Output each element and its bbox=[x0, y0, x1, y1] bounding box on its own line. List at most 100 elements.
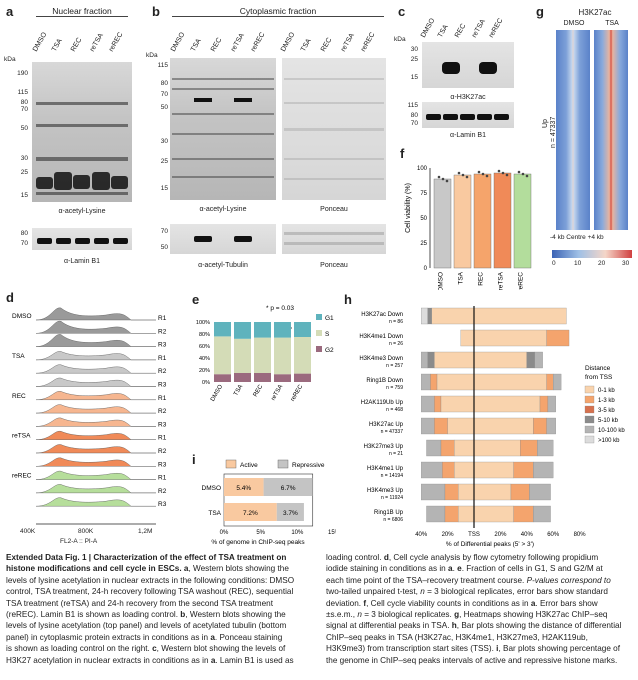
panel-g-letter: g bbox=[536, 4, 544, 19]
caption-right: loading control. d, Cell cycle analysis … bbox=[326, 553, 622, 665]
replicate-label: R1 bbox=[158, 355, 167, 362]
panel-g-xaxis: -4 kb Centre +4 kb bbox=[550, 234, 604, 241]
bar-segment bbox=[426, 505, 446, 523]
panel-h-xlabel: % of Differential peaks (5' > 3') bbox=[446, 541, 534, 548]
y-tick: 60% bbox=[199, 344, 210, 350]
row-n: n = 11924 bbox=[381, 495, 403, 501]
bar-segment bbox=[274, 337, 291, 375]
y-tick: 40% bbox=[199, 356, 210, 362]
bar-active bbox=[224, 478, 264, 496]
bar-segment bbox=[431, 307, 475, 325]
y-tick: 75 bbox=[420, 191, 427, 197]
panel-b-letter: b bbox=[152, 4, 160, 19]
marker: 70 bbox=[160, 228, 168, 235]
marker: 70 bbox=[20, 240, 28, 247]
legend-label: G2 bbox=[325, 347, 334, 354]
bar-segment bbox=[254, 322, 271, 338]
caption-left: Extended Data Fig. 1 | Characterization … bbox=[6, 553, 295, 665]
bar-segment bbox=[513, 505, 534, 523]
y-tick: 0% bbox=[202, 380, 210, 386]
legend-swatch bbox=[584, 435, 595, 444]
legend-label: Repressive bbox=[292, 462, 325, 469]
bar-segment bbox=[254, 337, 271, 373]
dot bbox=[445, 179, 449, 183]
group-label: reTSA bbox=[12, 433, 31, 440]
value-label: 3.7% bbox=[283, 510, 298, 517]
y-tick: 0 bbox=[424, 266, 428, 272]
panel-g-title: H3K27ac bbox=[578, 8, 612, 17]
bar-segment bbox=[436, 373, 475, 391]
row-label: H3K4me1 Up bbox=[367, 466, 404, 472]
bar-segment bbox=[434, 417, 448, 435]
bar-segment bbox=[427, 307, 432, 325]
bar-segment bbox=[214, 336, 231, 375]
bar-segment bbox=[442, 461, 455, 479]
bar-segment bbox=[294, 322, 311, 337]
panel-a-blot-lamin bbox=[32, 228, 132, 250]
dot bbox=[497, 169, 501, 173]
x-tick: 60% bbox=[547, 532, 560, 538]
panel-a-lamin-label: α-Lamin B1 bbox=[64, 258, 100, 265]
bar-segment bbox=[430, 373, 438, 391]
panel-d-histograms: R1 DMSO R2 R3 R1 TSA R2 R3 R1 REC R2 R3 R1 reTSA R2 R3 R… bbox=[12, 307, 167, 525]
panel-b-ponceau-label: Ponceau bbox=[320, 206, 348, 213]
bar-segment bbox=[294, 337, 311, 374]
dot bbox=[517, 170, 521, 174]
x-tick: 40% bbox=[521, 532, 534, 538]
y-tick: 100 bbox=[417, 166, 428, 172]
bar-segment bbox=[447, 417, 475, 435]
y-tick: 50 bbox=[420, 216, 427, 222]
panel-g-heatmap-dmso bbox=[556, 30, 590, 230]
bar-segment bbox=[546, 373, 554, 391]
legend-label: 1-3 kb bbox=[598, 398, 615, 404]
row-label: TSA bbox=[208, 510, 221, 517]
dot bbox=[501, 171, 505, 175]
bar-segment bbox=[473, 417, 534, 435]
dot bbox=[457, 171, 461, 175]
row-label: H3K4me3 Down bbox=[359, 356, 403, 362]
panel-g-col-tsa: TSA bbox=[605, 20, 619, 27]
dot bbox=[437, 175, 441, 179]
row-label: DMSO bbox=[202, 485, 222, 492]
bar-segment bbox=[234, 338, 251, 373]
bar-segment bbox=[421, 417, 435, 435]
value-label: 5.4% bbox=[236, 485, 251, 492]
replicate-label: R1 bbox=[158, 435, 167, 442]
row-label: H3K4me1 Down bbox=[359, 334, 403, 340]
panel-i-letter: i bbox=[192, 452, 196, 467]
replicate-label: R3 bbox=[158, 421, 167, 428]
bar-segment bbox=[421, 395, 435, 413]
bar-segment bbox=[234, 322, 251, 339]
panel-c-letter: c bbox=[398, 4, 406, 19]
row-n: n = 468 bbox=[386, 407, 403, 413]
x-tick: TSS bbox=[468, 532, 480, 538]
panel-h-letter: h bbox=[344, 292, 352, 307]
replicate-label: R2 bbox=[158, 448, 167, 455]
row-n: n = 21 bbox=[389, 451, 403, 457]
panel-e-annot1: * p = 0.03 bbox=[266, 305, 294, 312]
panel-b-title: Cytoplasmic fraction bbox=[239, 6, 317, 16]
replicate-label: R1 bbox=[158, 475, 167, 482]
bar-segment bbox=[427, 351, 435, 369]
legend-label: 10-100 kb bbox=[598, 428, 625, 434]
panel-b-lane-labels: DMSO TSA REC reTSA reREC DMSO TSA REC re… bbox=[169, 31, 377, 53]
legend-swatch bbox=[316, 330, 322, 336]
panel-g-side-up: Up bbox=[542, 119, 549, 128]
bar-segment bbox=[546, 329, 570, 347]
panel-g-heatmap-tsa bbox=[594, 30, 628, 230]
blot-bands bbox=[36, 102, 128, 195]
bar-segment bbox=[421, 483, 446, 501]
row-label: H3K27ac Down bbox=[361, 312, 403, 318]
panel-b-ponceau-bottom bbox=[282, 224, 386, 254]
panel-f-categories: DMSO TSA REC reTSA reREC bbox=[438, 271, 525, 290]
x-tick: 20% bbox=[494, 532, 507, 538]
bar-segment bbox=[473, 483, 512, 501]
marker: 30 bbox=[410, 46, 418, 53]
panel-h-legend-title: Distance bbox=[585, 365, 611, 372]
legend-swatch bbox=[277, 459, 289, 469]
replicate-label: R2 bbox=[158, 328, 167, 335]
panel-a-blot-label: α-acetyl-Lysine bbox=[58, 208, 106, 215]
marker: 25 bbox=[410, 56, 418, 63]
x-tick: 40% bbox=[415, 532, 428, 538]
